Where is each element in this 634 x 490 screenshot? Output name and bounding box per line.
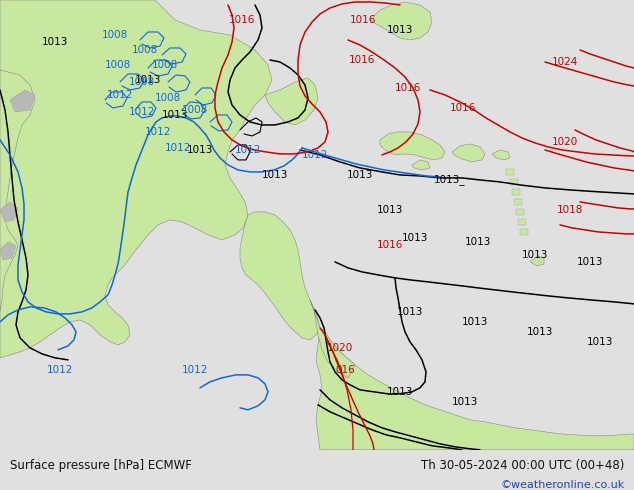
Polygon shape [0,70,35,312]
Text: 1012: 1012 [165,143,191,153]
Text: 1013: 1013 [262,170,288,180]
Polygon shape [512,189,520,195]
Text: 1013: 1013 [452,397,478,407]
Text: 1013: 1013 [522,250,548,260]
Text: 1013: 1013 [42,37,68,47]
Text: 1012: 1012 [235,145,261,155]
Text: 1013: 1013 [162,110,188,120]
Text: 1008: 1008 [105,60,131,70]
Text: 1013: 1013 [377,205,403,215]
Text: 1024: 1024 [552,57,578,67]
Text: 1013: 1013 [347,170,373,180]
Text: 016: 016 [335,365,355,375]
Text: 1008: 1008 [155,93,181,103]
Text: 1013_: 1013_ [434,174,466,185]
Text: 1008: 1008 [152,60,178,70]
Polygon shape [310,300,355,378]
Text: 1013: 1013 [135,75,161,85]
Text: 1016: 1016 [350,15,376,25]
Text: 1013: 1013 [465,237,491,247]
Text: 1012: 1012 [182,365,208,375]
Text: 1012: 1012 [145,127,171,137]
Polygon shape [370,2,432,40]
Text: 1012: 1012 [107,90,133,100]
Polygon shape [412,160,430,170]
Text: 1016: 1016 [229,15,256,25]
Polygon shape [514,199,522,205]
Text: Surface pressure [hPa] ECMWF: Surface pressure [hPa] ECMWF [10,460,191,472]
Polygon shape [518,219,526,225]
Polygon shape [316,328,634,450]
Polygon shape [506,169,514,175]
Text: 1013: 1013 [187,145,213,155]
Polygon shape [265,78,318,125]
Text: 1008: 1008 [102,30,128,40]
Polygon shape [510,179,518,185]
Text: 1013: 1013 [577,257,603,267]
Text: 1020: 1020 [552,137,578,147]
Polygon shape [240,212,320,340]
Text: 1016: 1016 [377,240,403,250]
Polygon shape [516,209,524,215]
Text: 1020: 1020 [327,343,353,353]
Text: 1016: 1016 [395,83,421,93]
Text: 1013: 1013 [387,25,413,35]
Text: 1008: 1008 [182,105,208,115]
Polygon shape [0,0,272,358]
Polygon shape [530,256,544,266]
Text: 1013: 1013 [387,387,413,397]
Text: 1008: 1008 [132,45,158,55]
Text: Th 30-05-2024 00:00 UTC (00+48): Th 30-05-2024 00:00 UTC (00+48) [421,460,624,472]
Text: 1013: 1013 [527,327,553,337]
Polygon shape [520,229,528,235]
Text: 1008: 1008 [129,77,155,87]
Text: 1012: 1012 [47,365,73,375]
Polygon shape [492,150,510,160]
Text: 1013: 1013 [402,233,428,243]
Text: 1016: 1016 [450,103,476,113]
Polygon shape [0,202,18,222]
Text: 1013: 1013 [462,317,488,327]
Text: ©weatheronline.co.uk: ©weatheronline.co.uk [500,480,624,490]
Text: 1012: 1012 [302,150,328,160]
Text: 1018: 1018 [557,205,583,215]
Text: 1012: 1012 [129,107,155,117]
Polygon shape [452,144,485,162]
Polygon shape [10,90,35,112]
Text: 1013: 1013 [587,337,613,347]
Polygon shape [380,132,445,160]
Text: 1013: 1013 [397,307,423,317]
Polygon shape [0,242,16,260]
Text: 1016: 1016 [349,55,375,65]
